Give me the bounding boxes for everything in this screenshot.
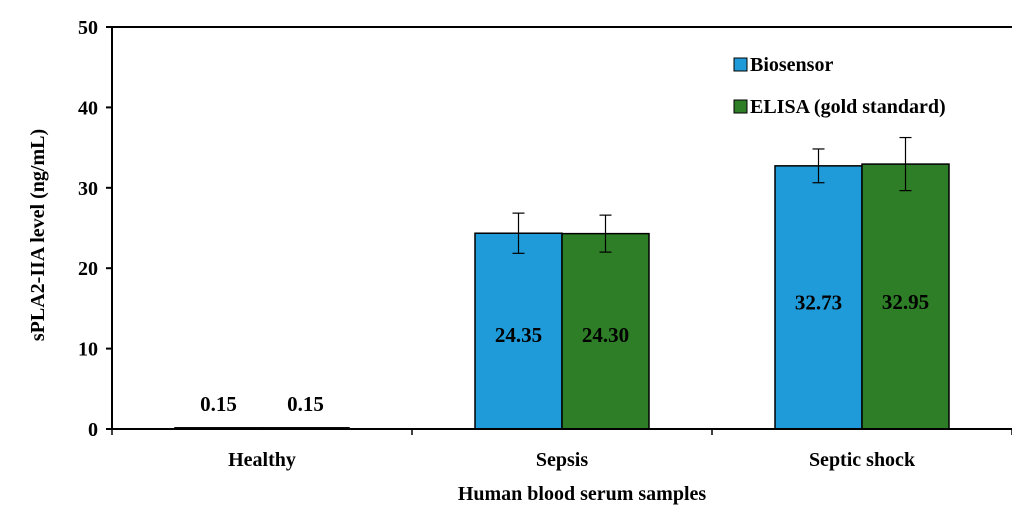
- x-category-label: Septic shock: [809, 449, 916, 471]
- y-tick-label: 0: [88, 419, 98, 441]
- y-tick-label: 10: [78, 339, 98, 361]
- data-label: 0.15: [200, 392, 237, 416]
- legend-swatch-elisa: [733, 99, 748, 114]
- y-axis-title: sPLA2-IIA level (ng/mL): [27, 129, 49, 341]
- ticks-layer: 0 10 20 30 40 50 Healthy Sepsis Septic shock: [78, 17, 1012, 471]
- bars-layer: [174, 163, 950, 430]
- y-tick-label: 30: [78, 178, 98, 200]
- data-label: 24.35: [495, 323, 542, 347]
- data-label: 0.15: [287, 392, 324, 416]
- bar-elisa: [861, 163, 950, 430]
- data-label: 32.73: [795, 291, 842, 315]
- bar-elisa: [561, 232, 650, 430]
- legend-swatch-biosensor: [733, 57, 748, 72]
- axes-layer: [111, 26, 1012, 430]
- legend: Biosensor ELISA (gold standard): [733, 54, 946, 118]
- y-tick-label: 20: [78, 258, 98, 280]
- x-category-label: Sepsis: [536, 449, 588, 471]
- y-tick-label: 50: [78, 17, 98, 39]
- data-label: 32.95: [882, 290, 929, 314]
- data-labels-layer: 0.15 0.15 24.35 24.30 32.73 32.95: [200, 290, 929, 416]
- data-label: 24.30: [582, 323, 629, 347]
- bar-biosensor: [474, 232, 563, 430]
- error-bars-layer: [512, 136, 912, 254]
- x-axis-title: Human blood serum samples: [458, 483, 707, 505]
- y-tick-label: 40: [78, 97, 98, 119]
- legend-label-biosensor: Biosensor: [750, 54, 833, 76]
- x-category-label: Healthy: [228, 449, 296, 471]
- bar-biosensor: [774, 165, 863, 430]
- legend-label-elisa: ELISA (gold standard): [750, 96, 946, 118]
